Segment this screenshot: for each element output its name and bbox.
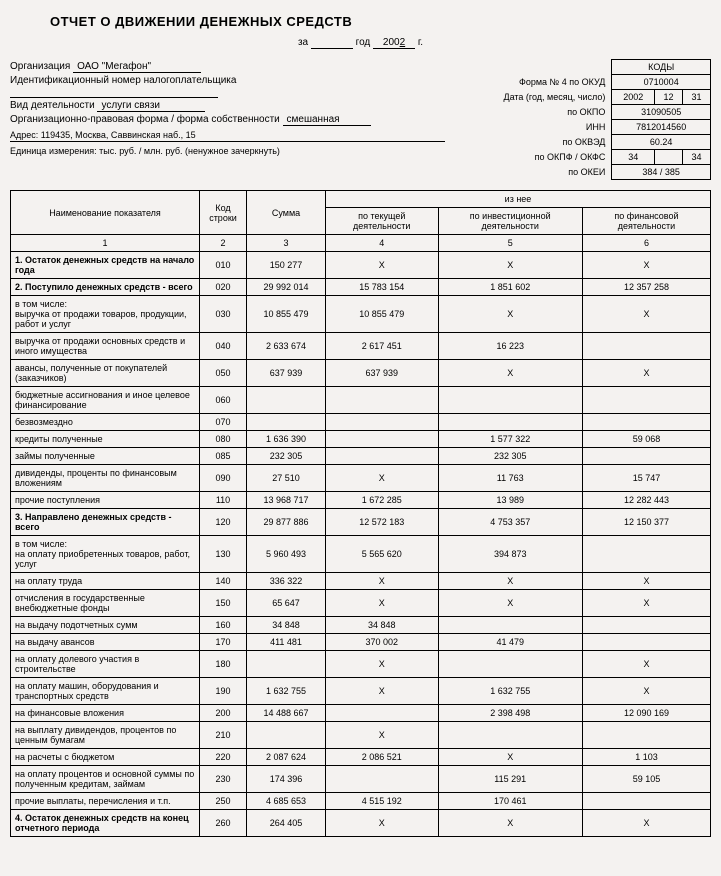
col-code: Код строки <box>200 191 247 235</box>
table-row: в том числе: на оплату приобретенных тов… <box>11 536 711 573</box>
col-name: Наименование показателя <box>11 191 200 235</box>
table-row: отчисления в государственные внебюджетны… <box>11 590 711 617</box>
legal-line: Организационно-правовая форма / форма со… <box>10 114 445 126</box>
table-row: прочие выплаты, перечисления и т.п.2504 … <box>11 793 711 810</box>
col-invest: по инвестиционной деятельности <box>438 208 582 235</box>
table-row: на расчеты с бюджетом2202 087 6242 086 5… <box>11 749 711 766</box>
table-row: на оплату долевого участия в строительст… <box>11 651 711 678</box>
taxid-line: Идентификационный номер налогоплательщик… <box>10 75 445 98</box>
table-row: на финансовые вложения20014 488 6672 398… <box>11 705 711 722</box>
col-of: из нее <box>326 191 711 208</box>
table-row: на оплату машин, оборудования и транспор… <box>11 678 711 705</box>
unit-line: Единица измерения: тыс. руб. / млн. руб.… <box>10 146 445 157</box>
table-row: займы полученные085232 305232 305 <box>11 448 711 465</box>
table-row: на оплату процентов и основной суммы по … <box>11 766 711 793</box>
table-row: прочие поступления11013 968 7171 672 285… <box>11 492 711 509</box>
col-finance: по финансовой деятельности <box>582 208 710 235</box>
activity-line: Вид деятельности услуги связи <box>10 100 445 112</box>
table-row: на оплату труда140336 322XXX <box>11 573 711 590</box>
col-current: по текущей деятельности <box>326 208 439 235</box>
table-row: в том числе: выручка от продажи товаров,… <box>11 296 711 333</box>
addr-line: Адрес: 119435, Москва, Саввинская наб., … <box>10 130 445 142</box>
col-sum: Сумма <box>247 191 326 235</box>
table-row: на выдачу авансов170411 481370 00241 479 <box>11 634 711 651</box>
main-table: Наименование показателя Код строки Сумма… <box>10 190 711 837</box>
table-row: авансы, полученные от покупателей (заказ… <box>11 360 711 387</box>
table-row: 3. Направлено денежных средств - всего12… <box>11 509 711 536</box>
table-row: выручка от продажи основных средств и ин… <box>11 333 711 360</box>
table-row: бюджетные ассигнования и иное целевое фи… <box>11 387 711 414</box>
report-title: ОТЧЕТ О ДВИЖЕНИИ ДЕНЕЖНЫХ СРЕДСТВ <box>50 14 711 29</box>
table-row: кредиты полученные0801 636 3901 577 3225… <box>11 431 711 448</box>
table-row: 4. Остаток денежных средств на конец отч… <box>11 810 711 837</box>
table-row: 2. Поступило денежных средств - всего020… <box>11 279 711 296</box>
period-line: за год 2002 г. <box>10 37 711 49</box>
table-row: на выплату дивидендов, процентов по ценн… <box>11 722 711 749</box>
codes-table: КОДЫ Форма № 4 по ОКУД0710004 Дата (год,… <box>451 59 711 180</box>
table-row: дивиденды, проценты по финансовым вложен… <box>11 465 711 492</box>
table-row: 1. Остаток денежных средств на начало го… <box>11 252 711 279</box>
table-row: на выдачу подотчетных сумм16034 84834 84… <box>11 617 711 634</box>
org-line: Организация ОАО "Мегафон" <box>10 61 445 73</box>
table-row: безвозмездно070 <box>11 414 711 431</box>
